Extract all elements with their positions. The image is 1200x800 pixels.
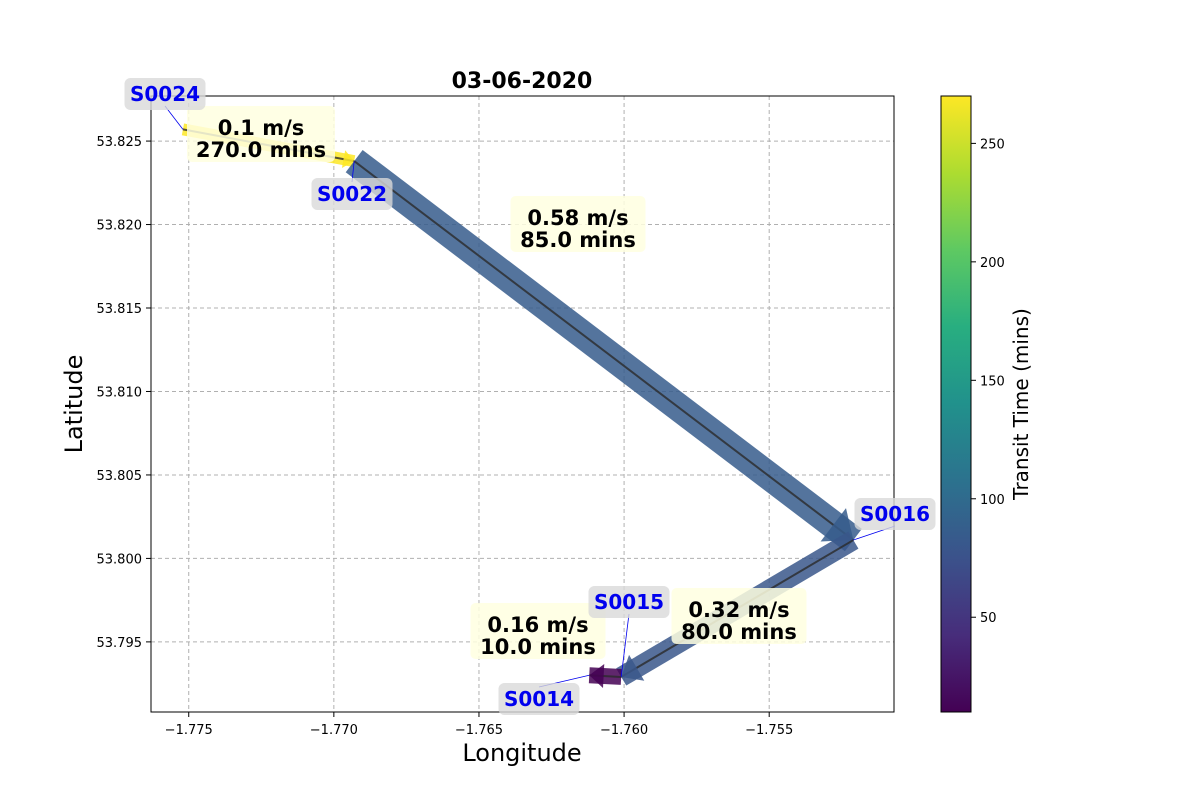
x-tick-label: −1.755 [745, 723, 793, 738]
x-tick-label: −1.775 [165, 723, 213, 738]
station-label-s0022: S0022 [311, 161, 393, 210]
station-name: S0022 [317, 182, 387, 206]
route-segment-s0022-s0016 [345, 149, 862, 552]
station-label-box [854, 498, 936, 530]
segment-label: 0.58 m/s85.0 mins [510, 196, 646, 252]
y-tick-label: 53.800 [97, 552, 143, 567]
chart-title: 03-06-2020 [452, 69, 593, 94]
station-label-box [124, 78, 206, 110]
station-name: S0015 [594, 590, 664, 614]
segment-time-label: 80.0 mins [681, 620, 797, 644]
segment-label: 0.16 m/s10.0 mins [470, 603, 606, 659]
colorbar-tick-label: 50 [980, 611, 997, 626]
segment-speed-label: 0.1 m/s [218, 116, 305, 140]
segment-time-label: 10.0 mins [480, 635, 596, 659]
x-tick-label: −1.765 [455, 723, 503, 738]
colorbar-label: Transit Time (mins) [1009, 308, 1033, 501]
segment-label-box [187, 106, 335, 162]
station-label-s0015: S0015 [588, 586, 670, 677]
segment-arrowhead [589, 664, 605, 689]
y-tick-label: 53.825 [97, 135, 143, 150]
segment-arrowhead [820, 508, 854, 542]
station-label-s0016: S0016 [853, 498, 936, 541]
y-axis-label: Latitude [60, 355, 88, 454]
x-tick-label: −1.770 [310, 723, 358, 738]
station-pointer [620, 613, 630, 677]
segment-centerline [353, 160, 854, 541]
station-label-box [588, 586, 670, 618]
station-label-s0024: S0024 [124, 78, 206, 130]
route-segment-s0015-s0014 [588, 664, 622, 689]
segment-arrowhead [341, 150, 355, 168]
segment-label: 0.32 m/s80.0 mins [671, 588, 807, 644]
station-label-box [498, 683, 580, 715]
station-label-s0014: S0014 [498, 674, 590, 715]
y-tick-label: 53.820 [97, 219, 143, 234]
y-tick-label: 53.815 [97, 302, 143, 317]
y-tick-label: 53.805 [97, 469, 143, 484]
segment-time-label: 85.0 mins [520, 228, 636, 252]
station-label-box [311, 178, 393, 210]
segment-label-box [671, 588, 807, 644]
segment-speed-label: 0.32 m/s [688, 598, 789, 622]
x-tick-label: −1.760 [600, 723, 648, 738]
colorbar-tick-label: 100 [980, 493, 1005, 508]
colorbar-ticks: 50 100 150 200 250 [971, 137, 1005, 626]
colorbar-tick-label: 250 [980, 137, 1005, 152]
segment-arrowhead [621, 654, 645, 681]
segment-speed-label: 0.58 m/s [527, 206, 628, 230]
colorbar [940, 95, 972, 713]
y-tick-label: 53.810 [97, 385, 143, 400]
station-name: S0024 [130, 82, 200, 106]
x-axis-label: Longitude [462, 739, 581, 767]
colorbar-tick-label: 200 [980, 256, 1005, 271]
station-name: S0016 [860, 502, 930, 526]
segment-speed-label: 0.16 m/s [487, 613, 588, 637]
station-name: S0014 [504, 687, 574, 711]
segment-time-label: 270.0 mins [196, 138, 326, 162]
axis-ticks: −1.775 −1.770 −1.765 −1.760 −1.755 53.795 53.8… [97, 135, 794, 738]
segment-label-box [510, 196, 646, 252]
colorbar-tick-label: 150 [980, 374, 1005, 389]
y-tick-label: 53.795 [97, 636, 143, 651]
segment-label-box [470, 603, 606, 659]
